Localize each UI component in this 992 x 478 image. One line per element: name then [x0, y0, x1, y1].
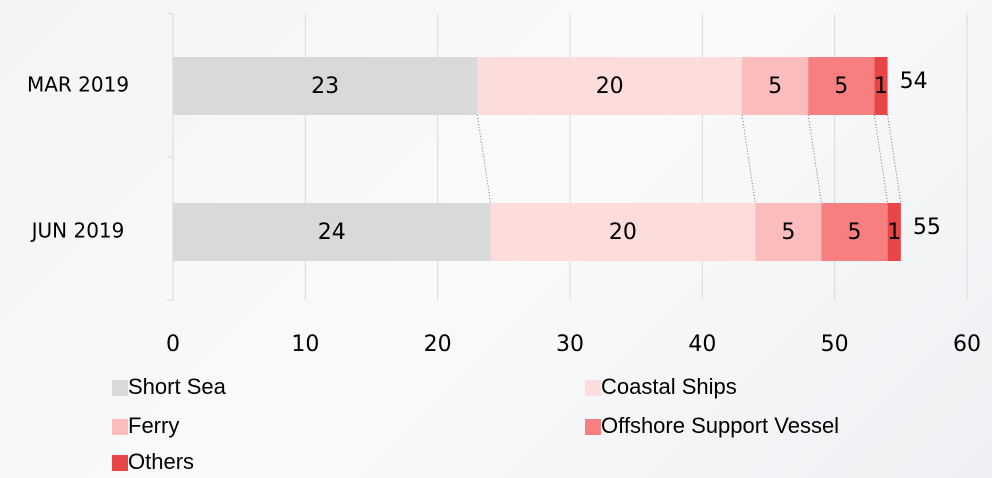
bar-segment — [173, 203, 491, 261]
legend-swatch — [112, 419, 128, 435]
data-label: 5 — [848, 220, 862, 245]
data-label: 5 — [834, 74, 848, 99]
x-tick-label: 60 — [953, 332, 981, 357]
bar-segment — [742, 57, 809, 115]
legend-label: Others — [128, 449, 194, 474]
x-tick-label: 40 — [688, 332, 716, 357]
data-label: 23 — [311, 74, 339, 99]
connector — [476, 114, 492, 204]
x-tick-label: 20 — [424, 332, 452, 357]
bar-segment — [173, 57, 478, 115]
total-label: 55 — [913, 215, 941, 240]
data-label: 20 — [609, 220, 637, 245]
data-label: 20 — [596, 74, 624, 99]
connector — [873, 114, 889, 204]
bar-segment — [477, 57, 743, 115]
total-label: 54 — [900, 69, 928, 94]
legend-swatch — [112, 380, 128, 396]
data-label: 1 — [887, 220, 901, 245]
legend-label: Ferry — [128, 413, 179, 438]
bar-segment — [755, 203, 822, 261]
legend-label: Offshore Support Vessel — [601, 413, 839, 438]
y-tick-label: MAR 2019 — [27, 73, 129, 97]
legend-swatch — [112, 455, 128, 471]
data-label: 1 — [874, 74, 888, 99]
bar-segment — [874, 57, 888, 115]
data-label: 5 — [768, 74, 782, 99]
x-tick-label: 0 — [166, 332, 180, 357]
bar-segment — [887, 203, 901, 261]
bar-segment — [808, 57, 875, 115]
bar-segment — [821, 203, 888, 261]
x-tick-label: 10 — [291, 332, 319, 357]
legend-label: Short Sea — [128, 374, 227, 399]
x-tick-label: 30 — [556, 332, 584, 357]
connector — [807, 114, 822, 204]
legend-label: Coastal Ships — [601, 374, 737, 399]
connector — [887, 114, 902, 204]
bar-segment — [490, 203, 756, 261]
data-label: 5 — [781, 220, 795, 245]
legend-swatch — [585, 380, 601, 396]
legend-swatch — [585, 419, 601, 435]
connector — [741, 114, 756, 204]
x-tick-label: 50 — [821, 332, 849, 357]
data-label: 24 — [318, 220, 346, 245]
y-tick-label: JUN 2019 — [30, 219, 125, 243]
